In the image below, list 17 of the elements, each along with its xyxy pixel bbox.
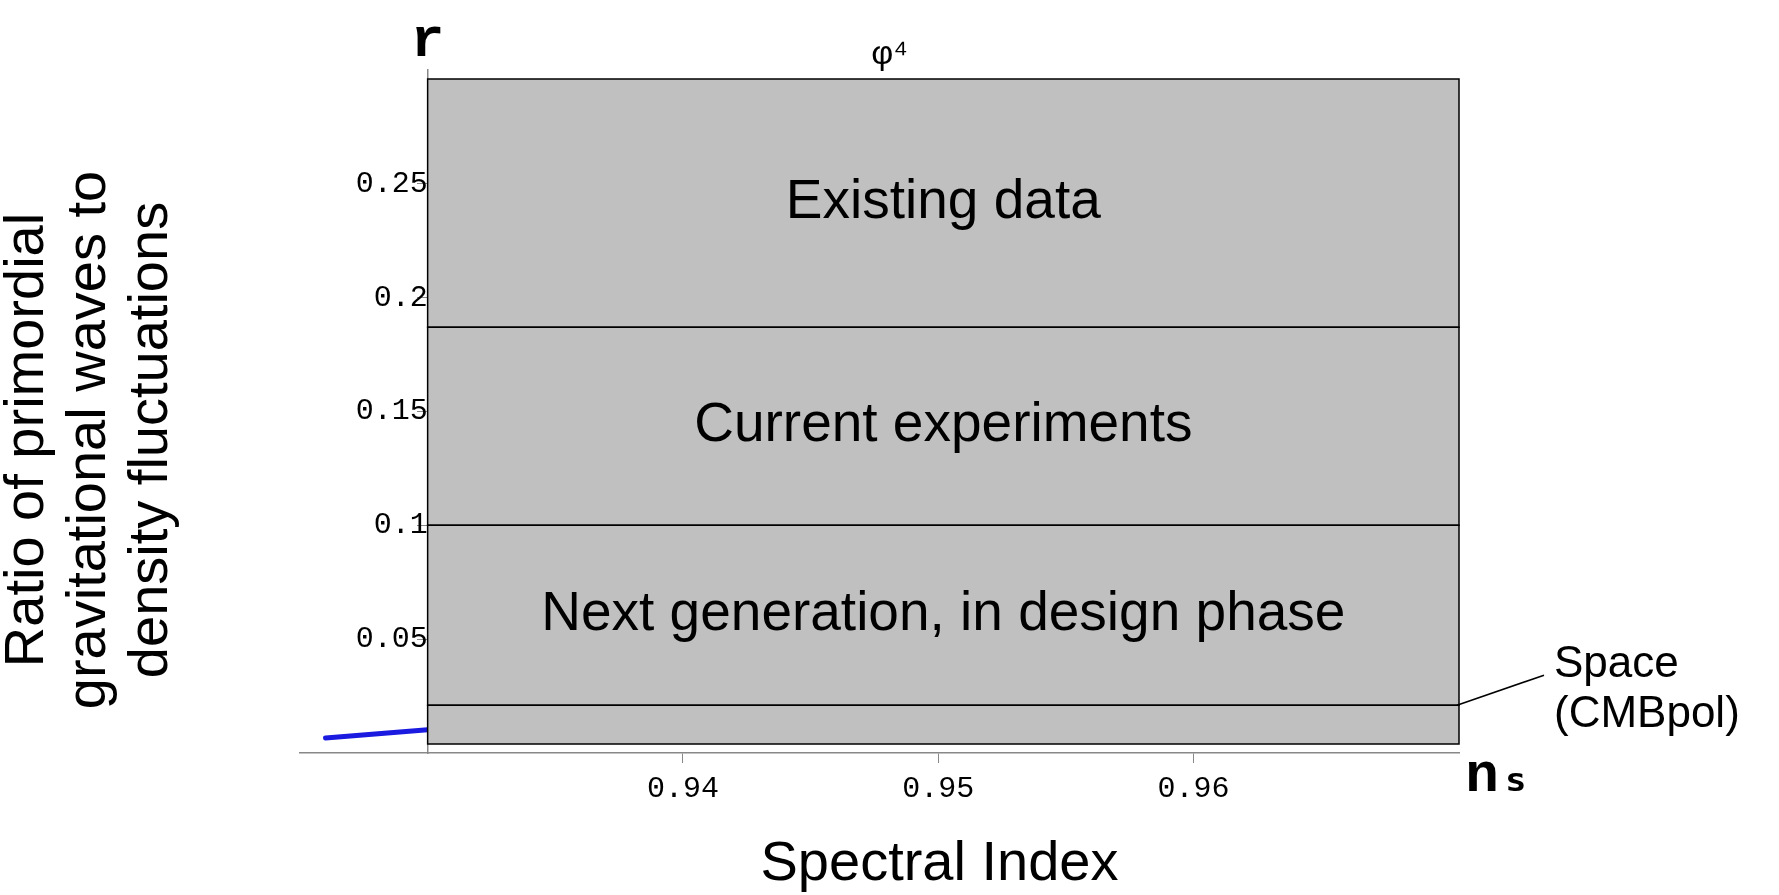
y-tick-label: 0.05 [355, 622, 428, 657]
y-tick-label: 0.25 [355, 166, 428, 201]
x-tick-label: 0.94 [646, 771, 719, 806]
annotation: φ⁴ [871, 33, 908, 71]
text: nₛ [1465, 744, 1533, 808]
band-label: Existing data [785, 168, 1102, 231]
x-tick-label: 0.95 [902, 771, 975, 806]
annotation: r [410, 9, 445, 73]
y-tick-label: 0.1 [373, 508, 428, 543]
band-label: Current experiments [694, 391, 1193, 454]
y-tick-label: 0.2 [373, 280, 428, 315]
band-label: Next generation, in design phase [541, 580, 1346, 643]
x-axis-title: Spectral Index [760, 829, 1119, 892]
band-label: Space (CMBpol) [1554, 637, 1740, 737]
y-axis-title: Ratio of primordial gravitational waves to density fluctuations [0, 170, 180, 710]
x-tick-label: 0.96 [1157, 771, 1230, 806]
y-tick-label: 0.15 [355, 394, 428, 429]
